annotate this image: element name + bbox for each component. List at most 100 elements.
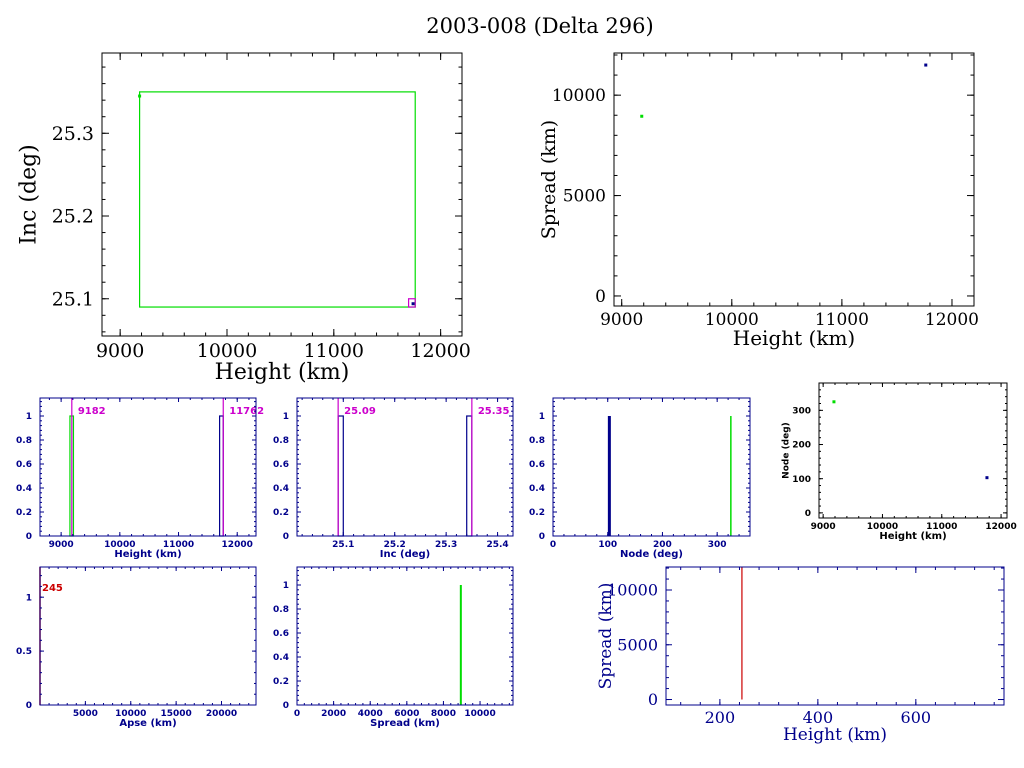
chart-node-vs-height: 9000 10000 11000 12000 0 100 200 300 Height (km)… bbox=[781, 382, 1017, 542]
x-tick-label: 12000 bbox=[925, 310, 979, 330]
x-axis-label: Node (deg) bbox=[620, 549, 683, 560]
y-tick-label: 10000 bbox=[552, 86, 606, 106]
plot-frame bbox=[39, 566, 257, 706]
x-tick-label: 6000 bbox=[394, 709, 419, 719]
y-tick-label: 0 bbox=[283, 701, 289, 711]
y-tick-label: 0.8 bbox=[273, 605, 289, 615]
x-tick-label: 8000 bbox=[431, 709, 456, 719]
y-tick-label: 0 bbox=[648, 690, 658, 709]
y-tick-label: 0 bbox=[283, 532, 289, 542]
x-tick-label: 12000 bbox=[410, 340, 470, 362]
data-point bbox=[985, 476, 989, 480]
y-tick-label: 1 bbox=[283, 412, 289, 422]
y-tick-label: 25.3 bbox=[52, 123, 94, 145]
x-tick-label: 2000 bbox=[321, 709, 346, 719]
y-tick-label: 0.5 bbox=[16, 647, 32, 657]
y-tick-label: 200 bbox=[792, 441, 811, 451]
y-tick-label: 0 bbox=[805, 509, 811, 519]
x-tick-label: 9000 bbox=[96, 340, 144, 362]
x-tick-label: 300 bbox=[708, 540, 727, 550]
x-tick-label: 20000 bbox=[206, 709, 237, 719]
y-tick-label: 0.2 bbox=[273, 508, 289, 518]
y-tick-label: 0.8 bbox=[16, 436, 32, 446]
x-tick-label: 10000 bbox=[464, 709, 495, 719]
x-axis-label: Spread (km) bbox=[370, 718, 440, 729]
plot-frame bbox=[552, 397, 751, 537]
y-tick-label: 0.2 bbox=[273, 677, 289, 687]
x-tick-label: 11000 bbox=[926, 522, 957, 532]
y-axis-label: Spread (km) bbox=[596, 583, 616, 690]
chart-inc-vs-height: 9000 10000 11000 12000 25.1 25.2 25.3 Height (k… bbox=[17, 52, 471, 385]
y-tick-label: 0.4 bbox=[529, 484, 545, 494]
x-tick-label: 400 bbox=[803, 708, 834, 727]
chart-spread-vs-apse-height: 200 400 600 0 5000 10000 Height (km) Spread (km… bbox=[596, 566, 1005, 745]
y-tick-label: 25.2 bbox=[52, 206, 94, 228]
y-tick-label: 0.8 bbox=[529, 436, 545, 446]
x-axis-label: Height (km) bbox=[114, 549, 181, 560]
y-tick-label: 0 bbox=[539, 532, 545, 542]
marker-label: 25.35 bbox=[478, 406, 510, 417]
chart-spread-histogram: 0 2000 4000 6000 8000 10000 0 0.2 0.4 0.6 0.8 1 Spre… bbox=[273, 566, 514, 729]
x-tick-label: 10000 bbox=[115, 709, 146, 719]
y-tick-label: 1 bbox=[539, 412, 545, 422]
y-tick-label: 300 bbox=[792, 406, 811, 416]
y-tick-label: 1 bbox=[26, 593, 32, 603]
x-axis-label: Apse (km) bbox=[119, 718, 176, 729]
plot-frame bbox=[818, 382, 1008, 519]
x-tick-label: 11000 bbox=[304, 340, 364, 362]
x-tick-label: 10000 bbox=[197, 340, 257, 362]
plot-frame bbox=[613, 52, 975, 307]
page-title: 2003-008 (Delta 296) bbox=[426, 14, 654, 38]
y-tick-label: 0 bbox=[595, 287, 606, 307]
x-tick-label: 10000 bbox=[705, 310, 759, 330]
x-tick-label: 25.2 bbox=[384, 540, 406, 550]
data-point bbox=[411, 302, 415, 306]
x-tick-label: 11000 bbox=[163, 540, 194, 550]
y-tick-label: 0 bbox=[26, 701, 32, 711]
plot-frame bbox=[296, 397, 514, 537]
y-tick-label: 10000 bbox=[607, 581, 658, 600]
plot-frame bbox=[101, 52, 463, 337]
marker-box bbox=[407, 298, 416, 308]
x-tick-label: 0 bbox=[294, 709, 300, 719]
x-tick-label: 4000 bbox=[358, 709, 383, 719]
x-tick-label: 25.1 bbox=[332, 540, 354, 550]
x-tick-label: 15000 bbox=[160, 709, 191, 719]
chart-height-histogram: 9182 11762 9000 10000 11000 12000 0 0.2 0.4 0.6 0.… bbox=[16, 397, 264, 560]
x-tick-label: 5000 bbox=[73, 709, 98, 719]
marker-label: 11762 bbox=[229, 406, 264, 417]
marker-label: 25.09 bbox=[344, 406, 376, 417]
data-point bbox=[832, 400, 836, 404]
x-tick-label: 200 bbox=[705, 708, 736, 727]
x-tick-label: 200 bbox=[653, 540, 672, 550]
y-tick-label: 1 bbox=[26, 412, 32, 422]
y-tick-label: 5000 bbox=[617, 635, 658, 654]
x-tick-label: 12000 bbox=[222, 540, 253, 550]
x-tick-label: 10000 bbox=[867, 522, 898, 532]
y-tick-label: 0 bbox=[26, 532, 32, 542]
x-tick-label: 9000 bbox=[811, 522, 836, 532]
x-axis-label: Height (km) bbox=[215, 360, 350, 385]
x-tick-label: 11000 bbox=[815, 310, 869, 330]
histogram-bar bbox=[337, 415, 344, 537]
x-axis-label: Height (km) bbox=[879, 531, 946, 542]
data-point bbox=[138, 94, 142, 98]
x-tick-label: 9000 bbox=[600, 310, 643, 330]
x-tick-label: 25.4 bbox=[486, 540, 508, 550]
plot-frame bbox=[665, 566, 1005, 706]
y-tick-label: 1 bbox=[283, 581, 289, 591]
x-tick-label: 100 bbox=[598, 540, 617, 550]
data-point bbox=[640, 114, 644, 118]
y-tick-label: 0.6 bbox=[273, 460, 289, 470]
x-tick-label: 10000 bbox=[104, 540, 135, 550]
chart-inc-histogram: 25.09 25.35 25.1 25.2 25.3 25.4 0 0.2 0.4 0.6 0.8 1… bbox=[273, 397, 514, 560]
x-axis-label: Height (km) bbox=[783, 725, 887, 745]
chart-apse-histogram: 245 5000 10000 15000 20000 0 0.5 1 Apse (km) bbox=[16, 566, 257, 729]
plot-frame bbox=[39, 397, 257, 537]
y-tick-label: 0.2 bbox=[529, 508, 545, 518]
marker-label: 9182 bbox=[78, 406, 106, 417]
y-tick-label: 0.2 bbox=[16, 508, 32, 518]
data-point bbox=[924, 63, 928, 67]
